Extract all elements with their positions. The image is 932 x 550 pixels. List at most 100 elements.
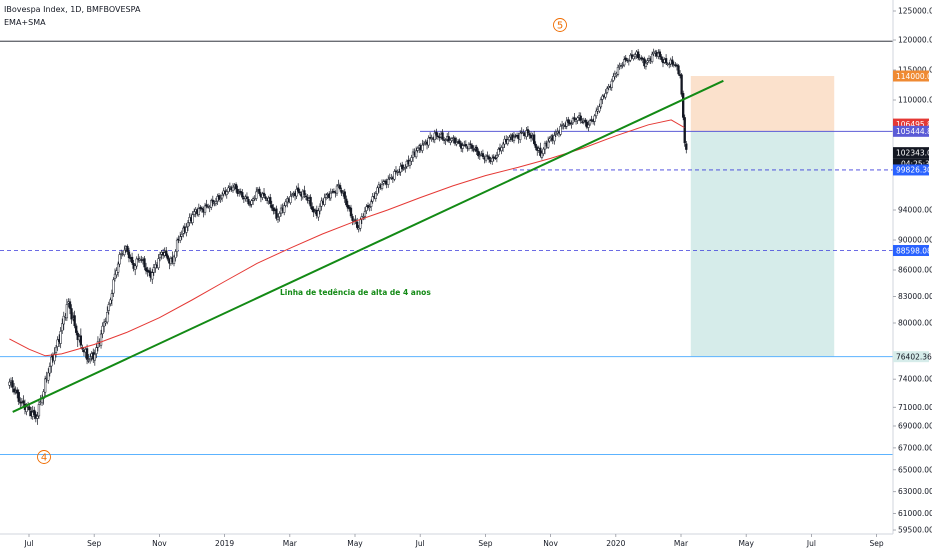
- candle-body: [562, 124, 565, 126]
- candle-body: [486, 155, 489, 157]
- candle-body: [363, 211, 367, 217]
- candle-body: [118, 254, 121, 265]
- candle-body: [270, 204, 273, 209]
- candle-body: [380, 184, 384, 189]
- candle-body: [458, 140, 461, 144]
- y-tick-label: 86000.00: [898, 266, 932, 275]
- y-tick-label: 65000.00: [898, 465, 932, 474]
- candle-body: [532, 134, 536, 144]
- candle-body: [179, 236, 182, 241]
- candle-body: [324, 194, 328, 198]
- candle-body: [650, 53, 654, 62]
- candle-body: [491, 157, 494, 162]
- candle-body: [236, 189, 239, 194]
- candle-body: [447, 136, 450, 142]
- candle-body: [203, 205, 207, 213]
- x-tick-label: 2019: [215, 539, 234, 548]
- tag-114000: 114000.00: [896, 72, 932, 81]
- candle-body: [79, 335, 82, 346]
- candle-body: [185, 227, 188, 233]
- tag-88598-bg: [893, 245, 929, 257]
- candle-body: [113, 273, 117, 279]
- candle-body: [495, 155, 499, 159]
- chart-title: IBovespa Index, 1D, BMFBOVESPA: [4, 5, 141, 14]
- candle-body: [19, 402, 22, 404]
- candle-body: [433, 132, 436, 140]
- candle-body: [211, 199, 214, 203]
- candle-body: [96, 341, 100, 348]
- tag-105444: 105444.83: [896, 127, 932, 136]
- candle-body: [365, 206, 368, 211]
- candle-body: [262, 192, 266, 196]
- candle-body: [228, 186, 232, 188]
- candle-body: [540, 152, 544, 158]
- candle-body: [359, 219, 362, 229]
- candle-body: [143, 258, 146, 268]
- y-tick-label: 63000.00: [898, 487, 932, 496]
- candle-body: [338, 185, 342, 190]
- candle-body: [335, 185, 339, 194]
- candle-body: [22, 400, 25, 404]
- candle-body: [130, 256, 134, 264]
- candle-body: [590, 119, 593, 121]
- x-tick-label: Sep: [478, 539, 492, 548]
- candles-group: [8, 48, 688, 425]
- candle-body: [36, 416, 39, 419]
- candle-body: [604, 93, 607, 98]
- y-tick-label: 59500.00: [898, 526, 932, 535]
- candle-body: [337, 184, 340, 186]
- candle-body: [453, 137, 457, 144]
- candle-body: [627, 60, 630, 62]
- y-tick-label: 80000.00: [898, 319, 932, 328]
- candle-body: [449, 140, 452, 143]
- candle-body: [579, 115, 582, 121]
- candle-body: [598, 106, 601, 112]
- candle-body: [571, 118, 575, 124]
- candle-body: [512, 137, 516, 141]
- x-tick-label: Sep: [87, 539, 101, 548]
- candle-body: [410, 157, 413, 162]
- candle-body: [393, 171, 396, 180]
- candle-body: [508, 136, 511, 140]
- candle-body: [487, 156, 491, 160]
- candle-body: [75, 325, 78, 333]
- candle-body: [106, 312, 109, 323]
- candle-body: [165, 250, 168, 257]
- candle-body: [134, 265, 137, 270]
- candle-body: [289, 196, 292, 203]
- candle-body: [343, 191, 346, 199]
- candle-body: [644, 63, 648, 67]
- candle-body: [99, 333, 103, 346]
- candle-body: [89, 357, 92, 361]
- candle-body: [613, 73, 617, 77]
- candle-body: [241, 192, 244, 198]
- indicator-label: EMA+SMA: [4, 18, 46, 27]
- candle-body: [214, 201, 218, 204]
- candle-body: [87, 360, 90, 362]
- candle-body: [497, 148, 500, 155]
- wave-4-label-circle: [37, 450, 51, 464]
- candle-body: [239, 191, 242, 194]
- candle-body: [217, 195, 221, 200]
- candle-body: [258, 188, 261, 194]
- candle-body: [553, 135, 556, 142]
- trendline: [12, 79, 724, 413]
- candle-body: [374, 193, 377, 199]
- candle-body: [399, 166, 402, 173]
- candle-body: [303, 190, 306, 195]
- candle-body: [43, 378, 47, 393]
- candle-body: [95, 347, 98, 354]
- tag-102343-bg: [893, 147, 929, 159]
- candle-body: [295, 189, 298, 197]
- y-tick-label: 115000.00: [898, 66, 932, 75]
- candle-body: [345, 198, 348, 206]
- candle-body: [576, 117, 579, 121]
- candle-body: [8, 381, 11, 386]
- candle-body: [349, 207, 353, 217]
- candle-body: [104, 321, 107, 324]
- candle-body: [416, 148, 419, 151]
- candle-body: [102, 321, 106, 327]
- candle-body: [123, 249, 126, 255]
- candle-body: [210, 200, 213, 208]
